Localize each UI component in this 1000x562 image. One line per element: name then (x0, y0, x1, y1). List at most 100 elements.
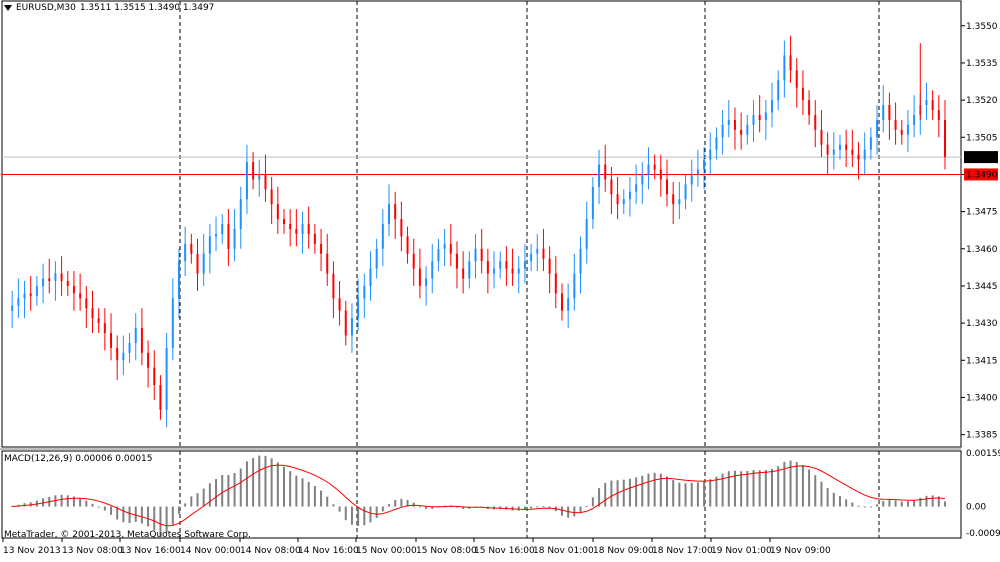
candle-body (746, 124, 749, 135)
candle-body (523, 261, 526, 269)
macd-histogram-bar (85, 500, 88, 507)
time-tick-label: 14 Nov 08:00 (240, 546, 301, 556)
candle-body (369, 268, 372, 286)
candle-body (110, 333, 113, 348)
macd-histogram-bar (869, 506, 872, 508)
macd-histogram-bar (777, 466, 780, 507)
copyright-text: MetaTrader, © 2001-2013, MetaQuotes Soft… (4, 530, 251, 540)
candle-body (412, 253, 415, 269)
macd-histogram-bar (678, 482, 681, 507)
candle-body (628, 191, 631, 200)
macd-histogram-bar (320, 490, 323, 507)
price-tick-label: 1.3475 (966, 208, 998, 218)
macd-histogram-bar (733, 470, 736, 507)
candle-body (536, 248, 539, 254)
candle-body (313, 233, 316, 244)
time-tick-label: 15 Nov 00:00 (356, 546, 417, 556)
macd-histogram-bar (783, 461, 786, 507)
macd-histogram-bar (641, 475, 644, 507)
candle-body (184, 243, 187, 262)
price-tick-label: 1.3445 (966, 282, 998, 292)
candle-body (499, 261, 502, 269)
candle-body (598, 164, 601, 187)
candle-body (202, 253, 205, 274)
macd-histogram-bar (72, 496, 75, 507)
macd-histogram-bar (727, 471, 730, 507)
time-tick-label: 18 Nov 01:00 (533, 546, 594, 556)
price-tick-label: 1.3460 (966, 245, 998, 255)
candle-body (468, 261, 471, 279)
candle-body (29, 293, 32, 296)
candle-body (171, 298, 174, 348)
macd-histogram-bar (808, 469, 811, 507)
macd-histogram-bar (703, 481, 706, 507)
macd-histogram-bar (740, 471, 743, 507)
candle-body (227, 224, 230, 249)
macd-histogram-bar (66, 495, 69, 507)
candle-body (530, 253, 533, 262)
macd-histogram-bar (851, 502, 854, 507)
macd-histogram-bar (832, 492, 835, 507)
candle-body (838, 144, 841, 150)
candle-body (672, 194, 675, 205)
candle-body (449, 243, 452, 254)
time-tick-label: 13 Nov 16:00 (120, 546, 181, 556)
macd-histogram-bar (684, 483, 687, 507)
macd-histogram-bar (937, 496, 940, 507)
candle-body (11, 305, 14, 311)
macd-histogram-bar (326, 496, 329, 507)
candle-body (931, 100, 934, 111)
macd-histogram-bar (295, 475, 298, 507)
time-tick-label: 13 Nov 2013 (3, 546, 61, 556)
macd-histogram-bar (845, 499, 848, 507)
candle-body (480, 248, 483, 262)
candle-body (733, 119, 736, 130)
macd-histogram-bar (530, 506, 533, 509)
candle-body (79, 293, 82, 299)
macd-signal-line (12, 464, 946, 527)
price-tick-label: 1.3535 (966, 59, 998, 69)
macd-histogram-bar (666, 476, 669, 507)
macd-histogram-bar (536, 506, 539, 508)
candle-body (103, 323, 106, 334)
candle-body (789, 55, 792, 71)
candle-body (888, 105, 891, 120)
macd-histogram-bar (369, 506, 372, 523)
candle-body (493, 268, 496, 274)
macd-histogram-bar (363, 506, 366, 526)
candle-body (876, 119, 879, 138)
macd-histogram-bar (523, 506, 526, 510)
macd-histogram-bar (709, 479, 712, 507)
macd-histogram-bar (134, 506, 137, 522)
candle-body (282, 219, 285, 224)
candle-body (573, 273, 576, 299)
macd-histogram-bar (103, 506, 106, 511)
bid-price-badge (964, 151, 998, 164)
candle-body (616, 194, 619, 205)
macd-histogram-bar (313, 486, 316, 507)
macd-histogram-bar (276, 462, 279, 507)
macd-histogram-bar (196, 493, 199, 507)
macd-histogram-bar (301, 478, 304, 507)
macd-histogram-bar (635, 477, 638, 507)
candle-body (505, 261, 508, 269)
macd-histogram-bar (431, 506, 434, 509)
chart-menu-icon[interactable] (4, 5, 12, 11)
macd-histogram-bar (394, 499, 397, 507)
candle-body (925, 100, 928, 106)
candle-body (48, 278, 51, 281)
candle-body (196, 253, 199, 274)
macd-histogram-bar (672, 480, 675, 507)
time-tick-label: 15 Nov 16:00 (474, 546, 535, 556)
candle-body (795, 70, 798, 88)
macd-histogram-bar (79, 498, 82, 507)
candle-body (252, 162, 255, 180)
candle-body (721, 124, 724, 138)
candle-body (363, 285, 366, 299)
candle-body (443, 243, 446, 249)
candle-body (709, 149, 712, 160)
candle-body (517, 268, 520, 274)
macd-plot-frame (1, 450, 962, 539)
